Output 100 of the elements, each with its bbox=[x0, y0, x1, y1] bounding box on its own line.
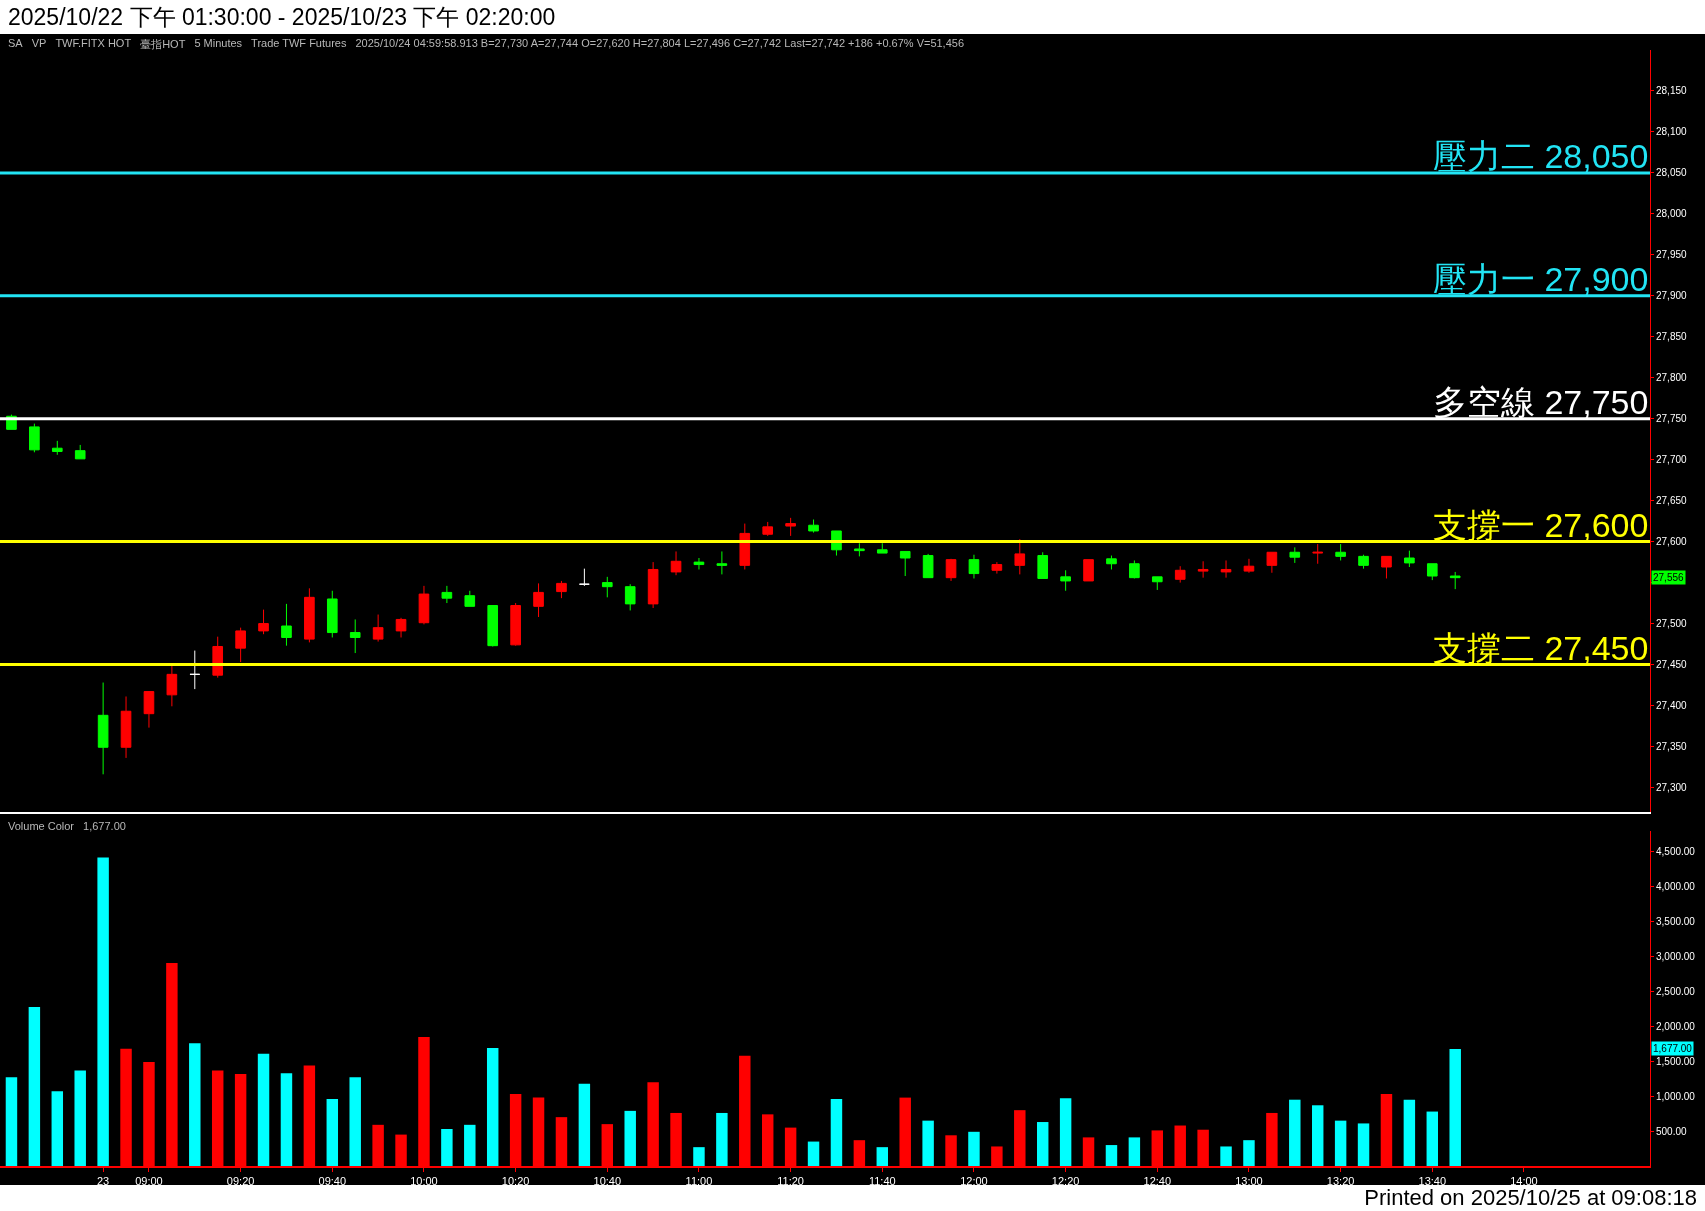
y-tick-label: 27,400 bbox=[1656, 699, 1688, 711]
candlestick bbox=[945, 558, 957, 582]
candlestick bbox=[1266, 551, 1278, 574]
candlestick bbox=[349, 618, 361, 654]
bar bbox=[97, 857, 109, 1166]
candlestick bbox=[1381, 555, 1392, 579]
y-tick-label: 27,300 bbox=[1656, 781, 1688, 793]
candlestick bbox=[1083, 559, 1094, 582]
candlestick bbox=[1426, 563, 1438, 581]
x-tick-label: 10:40 bbox=[593, 1175, 622, 1188]
x-tick-label: 13:20 bbox=[1326, 1175, 1355, 1188]
candlestick bbox=[166, 664, 178, 707]
candlestick bbox=[579, 568, 590, 587]
text: TWF.FITX HOT bbox=[55, 37, 132, 51]
bar bbox=[1357, 1123, 1370, 1166]
y-tick-label: 3,000.00 bbox=[1656, 951, 1696, 963]
bar bbox=[5, 1077, 18, 1166]
candlestick bbox=[1243, 558, 1255, 574]
ref-line-label: 壓力二 28,050 bbox=[1433, 137, 1649, 175]
bar bbox=[578, 1083, 591, 1166]
x-tick-label: 11:20 bbox=[777, 1175, 804, 1188]
annotation: Volume Color bbox=[8, 820, 75, 832]
y-tick-label: 28,000 bbox=[1656, 208, 1688, 220]
candlestick bbox=[991, 561, 1003, 575]
candlestick bbox=[487, 605, 499, 647]
y-tick-label: 27,500 bbox=[1656, 618, 1688, 630]
text: 27,556 bbox=[1653, 572, 1685, 583]
x-tick-label: 14:00 bbox=[1510, 1175, 1538, 1188]
bar bbox=[1449, 1048, 1461, 1166]
candlestick bbox=[1289, 546, 1301, 564]
text: 2025/10/24 04:59:58.913 B=27,730 A=27,744 O=27,620 H=27,804 L=27,496 C=27,742 Last=27,742 +186 +0.67% V=51,456 bbox=[355, 37, 965, 51]
candlestick bbox=[1174, 565, 1186, 584]
x-tick-label: 13:00 bbox=[1235, 1175, 1263, 1188]
candlestick bbox=[1404, 550, 1415, 568]
candlestick bbox=[808, 518, 819, 534]
candlestick bbox=[464, 590, 476, 607]
ref-line-label: 壓力一 27,900 bbox=[1433, 260, 1649, 298]
candlestick bbox=[304, 587, 315, 643]
candlestick bbox=[670, 550, 682, 576]
candlestick bbox=[693, 557, 705, 570]
x-tick-label: 10:20 bbox=[501, 1175, 530, 1188]
candlestick bbox=[785, 517, 796, 537]
candlestick bbox=[1220, 559, 1232, 579]
bar bbox=[1403, 1099, 1416, 1166]
candlestick bbox=[1312, 543, 1324, 565]
y-tick-label: 1,500.00 bbox=[1656, 1055, 1696, 1067]
bar bbox=[968, 1131, 980, 1166]
bar bbox=[1289, 1099, 1301, 1166]
bar bbox=[74, 1070, 86, 1166]
ref-line-label: 多空線 27,750 bbox=[1433, 383, 1649, 421]
candlestick bbox=[1129, 559, 1140, 579]
y-tick-label: 27,850 bbox=[1656, 331, 1688, 343]
y-tick-label: 28,050 bbox=[1656, 167, 1688, 179]
candlestick bbox=[556, 580, 567, 599]
candlestick bbox=[624, 583, 636, 611]
candlestick bbox=[1106, 555, 1117, 570]
bar bbox=[922, 1120, 934, 1166]
y-tick-label: 28,100 bbox=[1656, 126, 1688, 138]
candlestick bbox=[1358, 554, 1369, 570]
bar bbox=[349, 1077, 361, 1166]
candlestick bbox=[97, 682, 109, 775]
candlestick bbox=[418, 585, 430, 625]
bar bbox=[189, 1043, 201, 1166]
candlestick bbox=[395, 617, 407, 638]
y-tick-label: 27,950 bbox=[1656, 249, 1688, 261]
y-tick-label: 27,750 bbox=[1656, 413, 1688, 425]
text: VP bbox=[31, 37, 47, 51]
bar bbox=[1426, 1111, 1439, 1166]
candlestick bbox=[647, 561, 659, 609]
bar bbox=[486, 1048, 499, 1166]
candlestick bbox=[1060, 569, 1071, 592]
x-tick-label: 09:40 bbox=[318, 1175, 347, 1188]
candlestick bbox=[29, 423, 40, 453]
x-tick-label: 09:00 bbox=[135, 1175, 163, 1188]
candlestick bbox=[510, 602, 521, 647]
text: 5 Minutes bbox=[194, 37, 243, 51]
candlestick bbox=[189, 650, 201, 690]
chart-title: 2025/10/22 下午 01:30:00 - 2025/10/23 下午 02:20:00 bbox=[8, 3, 556, 32]
bar bbox=[807, 1141, 820, 1166]
x-tick-label: 11:40 bbox=[868, 1175, 896, 1188]
candlestick bbox=[281, 603, 292, 647]
x-tick-label: 13:40 bbox=[1418, 1175, 1447, 1188]
bar bbox=[326, 1099, 339, 1166]
y-tick-label: 1,000.00 bbox=[1656, 1090, 1696, 1102]
candlestick bbox=[739, 523, 751, 570]
bar bbox=[464, 1124, 476, 1166]
candlestick bbox=[1197, 560, 1209, 579]
bar bbox=[1334, 1120, 1347, 1166]
y-tick-label: 27,450 bbox=[1656, 659, 1688, 671]
bar bbox=[28, 1006, 41, 1166]
candlestick bbox=[235, 627, 246, 663]
bar bbox=[280, 1073, 293, 1166]
candlestick bbox=[1014, 538, 1026, 575]
text: SA bbox=[8, 37, 23, 51]
x-tick-label: 23 bbox=[97, 1175, 110, 1188]
x-tick-label: 12:00 bbox=[960, 1175, 988, 1188]
bar bbox=[693, 1147, 705, 1166]
ref-line-label: 支撐二 27,450 bbox=[1433, 629, 1649, 667]
x-tick-label: 11:00 bbox=[685, 1175, 713, 1188]
y-tick-label: 27,900 bbox=[1656, 290, 1688, 302]
